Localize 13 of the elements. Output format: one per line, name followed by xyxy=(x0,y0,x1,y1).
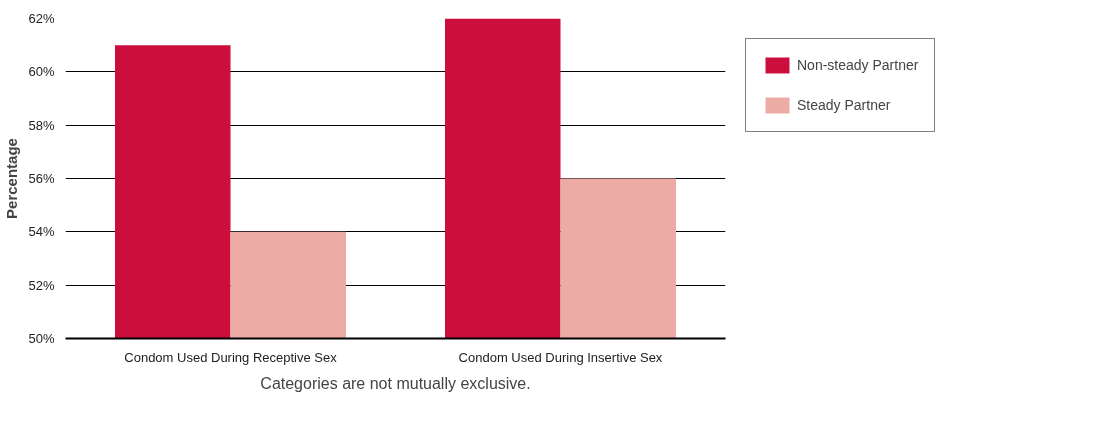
y-tick-label: 56% xyxy=(28,171,55,186)
y-tick-label: 62% xyxy=(28,11,55,26)
y-tick-label: 50% xyxy=(28,331,55,346)
legend-label: Steady Partner xyxy=(797,97,891,113)
x-tick-label: Condom Used During Insertive Sex xyxy=(458,349,663,365)
x-tick-label: Condom Used During Receptive Sex xyxy=(124,349,338,365)
y-tick-label: 54% xyxy=(28,224,55,240)
y-axis-title: Percentage xyxy=(3,138,21,219)
y-tick-label: 52% xyxy=(28,277,55,293)
y-tick-label: 58% xyxy=(28,117,55,133)
y-tick-label: 60% xyxy=(28,64,55,80)
text: Categories are not mutually exclusive. xyxy=(260,374,531,392)
legend-label: Non-steady Partner xyxy=(797,57,919,73)
